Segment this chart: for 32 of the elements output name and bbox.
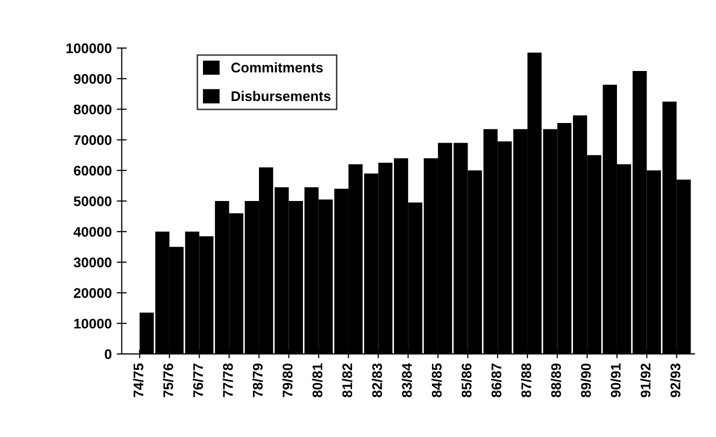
x-tick-label: 81/82 xyxy=(342,364,352,398)
y-tick-label: 10000 xyxy=(74,318,112,329)
y-tick-label: 50000 xyxy=(74,196,112,206)
x-tick-label: 77/78 xyxy=(222,363,233,398)
y-tick-label: 80000 xyxy=(74,104,112,114)
y-tick-label: 60000 xyxy=(74,166,112,176)
x-tick-label: 79/80 xyxy=(282,364,293,398)
y-tick-label: 100000 xyxy=(66,43,112,54)
x-tick-label: 82/83 xyxy=(372,363,382,398)
legend-label: Disbursements xyxy=(232,90,331,102)
x-tick-label: 89/90 xyxy=(580,364,591,398)
x-tick-label: 75/76 xyxy=(162,363,174,398)
legend-label: Commitments xyxy=(231,62,323,73)
x-tick-label: 91/92 xyxy=(640,364,651,398)
x-tick-label: 86/87 xyxy=(491,364,502,398)
x-tick-label: 76/77 xyxy=(192,364,204,398)
x-tick-label: 78/79 xyxy=(252,364,263,398)
y-tick-label: 90000 xyxy=(74,74,112,84)
x-tick-label: 92/93 xyxy=(670,363,680,398)
x-tick-label: 84/85 xyxy=(431,363,442,398)
y-tick-label: 20000 xyxy=(74,288,112,298)
y-tick-label: 0 xyxy=(104,349,112,360)
x-tick-label: 88/89 xyxy=(550,364,562,398)
x-tick-label: 74/75 xyxy=(133,363,144,398)
x-tick-label: 83/84 xyxy=(402,363,412,398)
y-tick-label: 70000 xyxy=(74,135,112,146)
x-tick-label: 85/86 xyxy=(461,363,472,398)
x-tick-label: 87/88 xyxy=(520,363,532,398)
y-tick-label: 40000 xyxy=(74,226,112,237)
y-tick-label: 30000 xyxy=(74,258,112,268)
x-tick-label: 90/91 xyxy=(610,363,621,398)
x-tick-label: 80/81 xyxy=(312,363,322,398)
